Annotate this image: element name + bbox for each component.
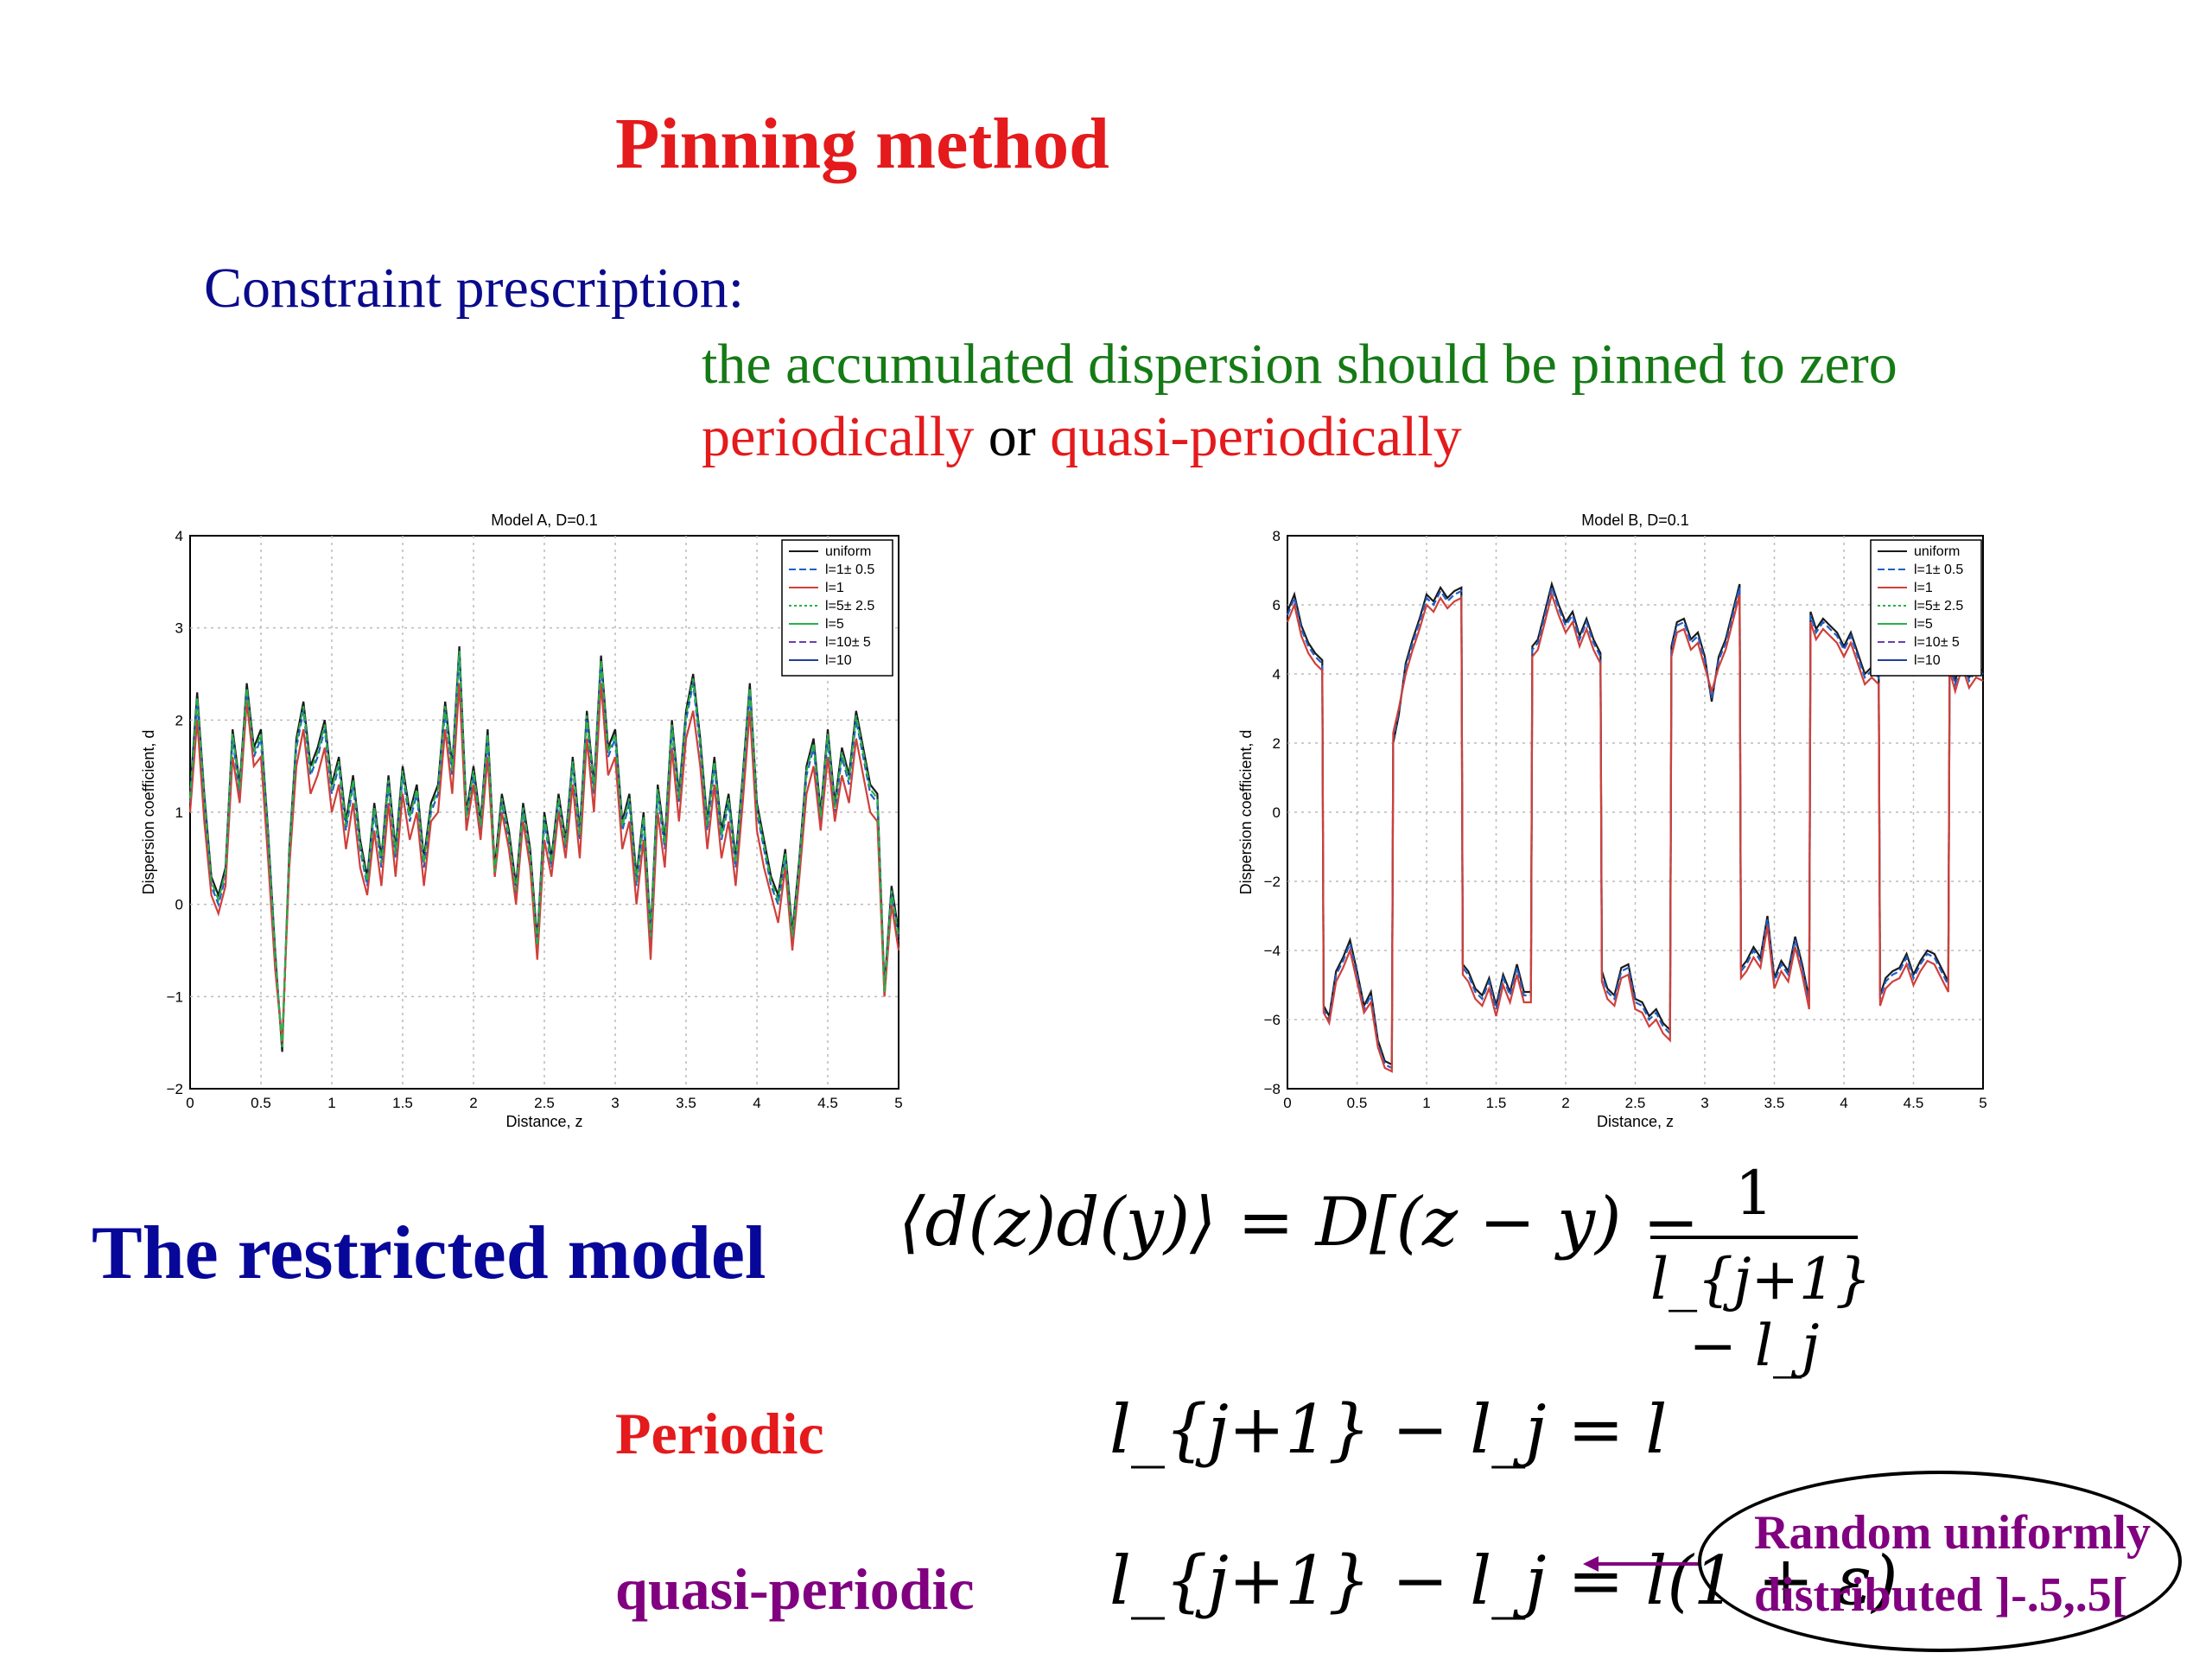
series-line-3 xyxy=(188,683,900,1043)
fraction-denominator: l_{j+1} − l_j xyxy=(1650,1246,1872,1379)
legend-label: l=1 xyxy=(1914,581,1933,595)
y-tick-label: −2 xyxy=(167,1081,183,1097)
legend-label: l=5 xyxy=(1914,617,1933,632)
legend-label: l=5± 2.5 xyxy=(825,599,874,613)
legend-label: l=1± 0.5 xyxy=(825,563,874,577)
y-tick-label: −6 xyxy=(1264,1012,1281,1028)
x-tick-label: 3 xyxy=(1700,1095,1708,1111)
y-tick-label: 0 xyxy=(175,897,183,913)
callout-arrow xyxy=(1583,1556,1700,1572)
legend-label: l=10± 5 xyxy=(825,635,871,650)
legend-label: l=5± 2.5 xyxy=(1914,599,1963,613)
x-tick-label: 1 xyxy=(1422,1095,1430,1111)
legend-label: l=10± 5 xyxy=(1914,635,1960,650)
legend-label: l=10 xyxy=(825,653,852,668)
y-axis-label: Dispersion coefficient, d xyxy=(1237,730,1255,895)
x-axis-label: Distance, z xyxy=(1597,1113,1674,1130)
constraint-heading: Constraint prescription: xyxy=(204,257,745,320)
series-line-3 xyxy=(1286,591,1984,1073)
y-tick-label: 1 xyxy=(175,804,183,821)
chart-title: Model B, D=0.1 xyxy=(1581,512,1689,529)
y-tick-label: 4 xyxy=(1273,666,1281,683)
callout-text-line1: Random uniformly xyxy=(1754,1506,2151,1560)
slide-title: Pinning method xyxy=(615,104,1109,184)
x-axis-label: Distance, z xyxy=(505,1113,582,1130)
x-tick-label: 2 xyxy=(469,1095,477,1111)
x-tick-label: 0.5 xyxy=(1347,1095,1368,1111)
periodic-formula: l_{j+1} − l_j = l xyxy=(1109,1391,1668,1469)
legend-box xyxy=(1870,539,1982,677)
legend-label: uniform xyxy=(1914,544,1960,559)
constraint-modes: periodically or quasi-periodically xyxy=(702,404,1462,470)
x-tick-label: 2.5 xyxy=(1625,1095,1646,1111)
x-tick-label: 4.5 xyxy=(1904,1095,1924,1111)
chart-model-b: 0 0.5 1 1.5 2 2.5 3 3.5 4 4.5 5 −8 −6 −4 −2 0 2 4 6 8 Model … xyxy=(1237,512,1987,1130)
y-tick-label: 2 xyxy=(1273,735,1281,752)
formula-fraction: 1 l_{j+1} − l_j xyxy=(1650,1158,1872,1379)
legend-box xyxy=(781,539,893,677)
y-tick-label: 8 xyxy=(1273,528,1281,544)
legend-label: l=10 xyxy=(1914,653,1941,668)
x-tick-label: 3.5 xyxy=(676,1095,696,1111)
y-tick-label: 6 xyxy=(1273,597,1281,613)
x-tick-label: 3 xyxy=(611,1095,619,1111)
restricted-model-title: The restricted model xyxy=(92,1211,766,1295)
legend-label: uniform xyxy=(825,544,871,559)
x-tick-label: 0 xyxy=(1283,1095,1291,1111)
x-tick-label: 4 xyxy=(1840,1095,1847,1111)
y-tick-label: 2 xyxy=(175,712,183,728)
x-tick-label: 1 xyxy=(327,1095,335,1111)
y-tick-label: 0 xyxy=(1273,804,1281,821)
y-tick-label: 4 xyxy=(175,528,183,544)
quasi-periodically-text: quasi-periodically xyxy=(1050,405,1462,468)
legend-label: l=1± 0.5 xyxy=(1914,563,1963,577)
x-tick-label: 1.5 xyxy=(392,1095,413,1111)
x-tick-label: 4 xyxy=(753,1095,760,1111)
series-line-4 xyxy=(188,651,900,1048)
x-tick-label: 2 xyxy=(1561,1095,1569,1111)
callout-text-line2: distributed ]-.5,.5[ xyxy=(1754,1568,2128,1622)
x-tick-label: 2.5 xyxy=(534,1095,555,1111)
x-tick-label: 0 xyxy=(186,1095,194,1111)
correlation-formula: ⟨d(z)d(y)⟩ = D[(z − y) − xyxy=(899,1184,1700,1262)
x-tick-label: 5 xyxy=(894,1095,902,1111)
y-tick-label: 3 xyxy=(175,620,183,637)
y-tick-label: −4 xyxy=(1264,943,1281,959)
constraint-statement: the accumulated dispersion should be pin… xyxy=(702,333,1897,396)
legend-label: l=1 xyxy=(825,581,844,595)
periodic-label: Periodic xyxy=(615,1401,824,1466)
y-tick-label: −1 xyxy=(167,988,183,1005)
periodically-text: periodically xyxy=(702,405,975,468)
callout-ellipse xyxy=(1698,1471,2182,1652)
fraction-numerator: 1 xyxy=(1734,1158,1774,1229)
y-axis-label: Dispersion coefficient, d xyxy=(140,730,157,895)
y-tick-label: −8 xyxy=(1264,1081,1281,1097)
x-tick-label: 3.5 xyxy=(1764,1095,1785,1111)
chart-title: Model A, D=0.1 xyxy=(491,512,598,529)
legend-label: l=5 xyxy=(825,617,844,632)
x-tick-label: 1.5 xyxy=(1486,1095,1507,1111)
x-tick-label: 4.5 xyxy=(817,1095,838,1111)
y-tick-label: −2 xyxy=(1264,874,1281,890)
x-tick-label: 5 xyxy=(1979,1095,1986,1111)
chart-model-a: 0 0.5 1 1.5 2 2.5 3 3.5 4 4.5 5 −2 −1 0 1 2 3 4 Model A, D… xyxy=(140,512,903,1130)
fraction-bar xyxy=(1650,1236,1858,1239)
x-tick-label: 0.5 xyxy=(251,1095,271,1111)
quasi-periodic-label: quasi-periodic xyxy=(615,1556,975,1622)
or-text: or xyxy=(974,405,1051,468)
